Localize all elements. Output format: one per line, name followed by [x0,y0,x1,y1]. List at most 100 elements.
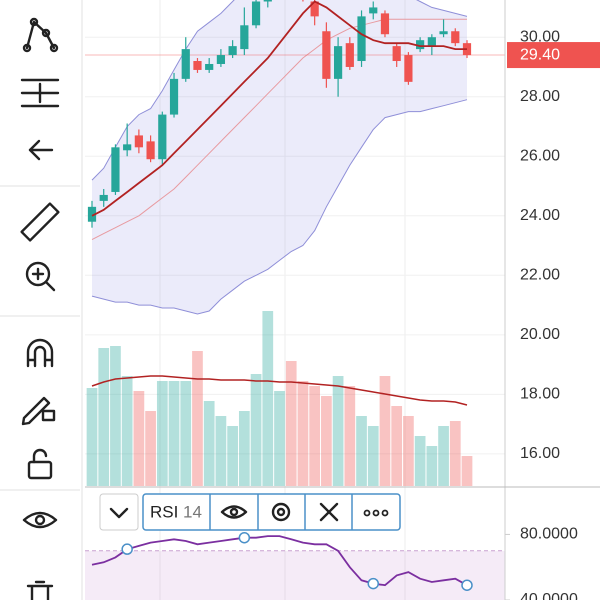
remove-button[interactable] [319,502,339,522]
volume-bar [414,436,426,486]
volume-bar [250,374,262,486]
ruler-tool[interactable] [20,202,60,242]
volume-bar [192,351,203,486]
price-pane [85,0,505,486]
zoom-tool[interactable] [25,261,56,292]
volume-bar [332,376,344,486]
candle-body [333,46,343,79]
volume-bar [391,406,403,486]
candle-body [169,78,179,115]
volume-bar [238,411,250,486]
volume-bar [227,426,238,486]
indicator-bar [142,493,401,531]
candle-body [357,16,366,62]
volume-bar [438,426,449,486]
volume-bar [133,391,145,486]
volume-ma-line [91,375,468,406]
y-tick-label: 22.00 [520,267,560,284]
rsi-anchor [238,531,251,544]
rsi-tick-label: 40.0000 [520,591,578,600]
candle-body [87,206,97,222]
back-arrow[interactable] [28,139,54,161]
volume-bar [180,381,192,486]
draw-lock[interactable] [21,396,56,426]
left-toolbar [0,0,83,600]
volume-bar [379,376,391,486]
rsi-line [91,535,468,587]
ma-line [91,0,467,217]
candle-body [228,46,237,56]
y-tick-label: 20.00 [520,326,560,343]
volume-bar [297,381,309,486]
candle-body [439,31,448,35]
chevron-icon [109,507,129,519]
indicator-period[interactable]: 14 [183,502,202,521]
candle-body [146,141,155,160]
bollinger-upper [91,0,468,181]
eye-tool[interactable] [22,511,58,529]
volume-bar [262,311,274,486]
magnet-tool[interactable] [26,338,54,368]
volume-bar [274,391,285,486]
candle-body [263,0,272,2]
volume-bar [449,421,461,486]
y-tick-label: 30.00 [520,28,560,45]
candle-body [451,31,460,44]
volume-bar [461,456,473,486]
lock-tool[interactable] [27,448,53,480]
bollinger-middle [91,18,467,241]
rsi-anchor [121,543,133,555]
visibility-button[interactable] [220,505,248,519]
last-price-label: 29.40 [520,46,560,63]
volume-bar [121,376,133,486]
last-price-tag [507,42,600,69]
bollinger-lower [91,99,468,315]
y-tick-label: 24.00 [520,207,560,224]
rsi-band [85,550,505,600]
price-axis: 16.00 18.00 20.00 22.00 24.00 26.00 28.00 30.00… [505,28,600,600]
y-tick-label: 18.00 [520,386,560,403]
rsi-anchor [367,577,379,590]
volume-bar [321,396,332,486]
candle-body [380,13,390,35]
candle-body [404,55,413,82]
volume-bar [156,381,168,486]
volume-bar [285,361,297,486]
more-button[interactable] [363,509,389,517]
candle-body [99,194,108,201]
rsi-pane [85,531,505,600]
candle-body [216,55,226,64]
y-tick-label: 16.00 [520,445,560,462]
candle-body [123,144,132,151]
candle-body [158,114,167,160]
volume-bar [98,348,110,486]
volume-bar [356,416,367,486]
volume-bar [403,416,414,486]
trash-tool[interactable] [26,580,54,600]
fib-tool[interactable] [20,78,60,108]
candle-body [310,1,319,17]
volume-bar [110,346,121,486]
candle-body [134,135,143,148]
candle-body [345,43,354,67]
volume-bar [86,388,98,486]
volume-bar [203,401,215,486]
candle-body [193,61,202,70]
volume-bar [215,416,227,486]
candle-body [427,37,436,47]
candle-body [240,25,249,50]
candle-body [111,147,120,192]
volume-bar [367,426,379,486]
button-dividers [209,494,353,530]
volume-bar [344,386,356,486]
volume-bar [426,446,438,486]
collapse-button[interactable] [99,493,139,531]
candle-body [251,1,261,26]
indicator-name[interactable]: RSI [150,502,178,521]
settings-button[interactable] [271,502,291,522]
volume-bar [168,381,180,486]
rsi-tick-label: 80.0000 [520,526,578,543]
trend-tool[interactable] [22,17,59,53]
rsi-toolbar: RSI 14 [99,493,401,531]
